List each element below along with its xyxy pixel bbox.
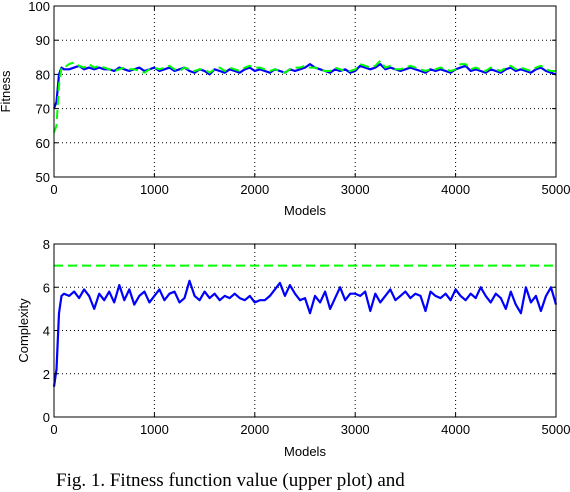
- chart-1-xtick-label-3: 3000: [341, 182, 370, 197]
- chart-2-ylabel: Complexity: [16, 298, 31, 363]
- chart-1-ytick-label-5: 100: [28, 0, 50, 14]
- figure-caption: Fig. 1. Fitness function value (upper pl…: [56, 470, 405, 491]
- chart-1-xtick-label-1: 1000: [140, 182, 169, 197]
- chart-1-xtick-label-5: 5000: [542, 182, 570, 197]
- chart-1-ytick-label-2: 70: [36, 102, 50, 117]
- chart-1-ytick-label-1: 60: [36, 136, 50, 151]
- chart-1-xtick-label-0: 0: [50, 182, 57, 197]
- chart-1-series-1-line: [52, 62, 557, 109]
- chart-2: 0 1000 2000 3000 4000 5000 0 2 4 6 8 Models Complexi…: [16, 237, 570, 459]
- chart-2-xtick-label-4: 4000: [441, 422, 470, 437]
- chart-1-ytick-label-4: 90: [36, 33, 50, 48]
- chart-1-plot-area: [54, 6, 556, 177]
- chart-1-xlabel: Models: [284, 203, 326, 218]
- chart-2-xtick-label-5: 5000: [542, 422, 570, 437]
- chart-2-ytick-label-1: 2: [43, 367, 50, 382]
- chart-1-frame: [53, 5, 557, 178]
- chart-2-xtick-label-1: 1000: [140, 422, 169, 437]
- chart-1: 0 1000 2000 3000 4000 5000 50 60 70 80 90 100 Models…: [0, 0, 570, 218]
- chart-2-xlabel: Models: [284, 444, 326, 459]
- chart-2-ytick-label-3: 6: [43, 280, 50, 295]
- chart-1-ylabel: Fitness: [0, 70, 13, 112]
- chart-1-ytick-label-3: 80: [36, 67, 50, 82]
- chart-1-xtick-label-4: 4000: [441, 182, 470, 197]
- chart-2-ytick-label-2: 4: [43, 324, 50, 339]
- chart-2-xtick-label-3: 3000: [341, 422, 370, 437]
- chart-2-xtick-label-0: 0: [50, 422, 57, 437]
- chart-2-ytick-label-0: 0: [43, 410, 50, 425]
- chart-2-plot-area: [54, 244, 556, 417]
- chart-2-ytick-label-4: 8: [43, 237, 50, 252]
- chart-1-ytick-label-0: 50: [36, 170, 50, 185]
- chart-2-series-1-line: [52, 279, 558, 387]
- chart-1-series-2-line: [53, 59, 556, 133]
- chart-2-xtick-label-2: 2000: [240, 422, 269, 437]
- chart-1-xtick-label-2: 2000: [240, 182, 269, 197]
